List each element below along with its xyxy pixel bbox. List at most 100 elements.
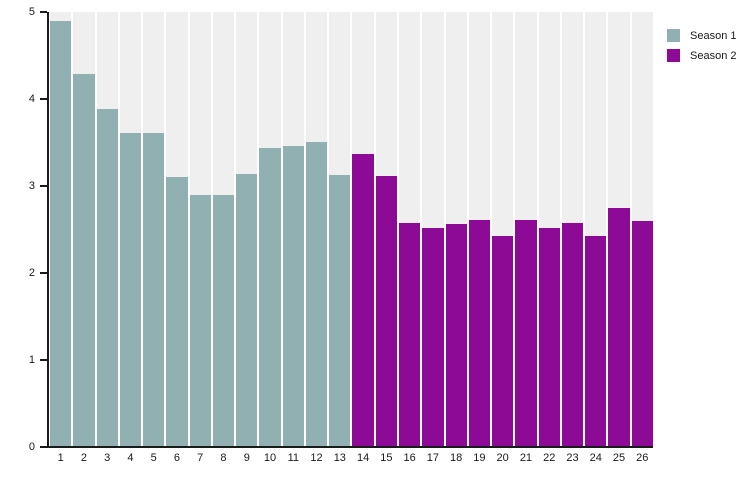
bar-25 (608, 207, 630, 447)
x-tick-label-18: 18 (450, 452, 463, 464)
x-tick-label-10: 10 (263, 452, 277, 464)
y-tick-label-5: 5 (28, 6, 35, 18)
plot-column-14 (352, 12, 374, 447)
plot-column-4 (119, 12, 142, 447)
x-tick-label-19: 19 (473, 452, 486, 464)
y-tick-mark-3 (40, 185, 47, 187)
x-tick-label-8: 8 (220, 452, 227, 464)
bar-23 (561, 223, 584, 447)
bar-6 (166, 177, 188, 447)
bar-21 (515, 219, 537, 447)
plot-column-7 (189, 12, 211, 447)
y-tick-mark-0 (40, 446, 47, 448)
bar-4 (119, 132, 142, 447)
plot-column-17 (422, 12, 444, 447)
plot-column-2 (73, 12, 95, 447)
x-tick-label-17: 17 (426, 452, 439, 464)
x-tick-label-14: 14 (356, 452, 370, 464)
legend-swatch-season-2-icon (667, 49, 680, 62)
bar-22 (538, 227, 560, 447)
plot-column-13 (329, 12, 351, 447)
bar-9 (236, 173, 258, 447)
y-axis-line (47, 12, 49, 448)
y-tick-mark-1 (40, 359, 47, 361)
plot-column-5 (143, 12, 165, 447)
bar-14 (352, 153, 374, 447)
legend-swatch-season-1-icon (667, 29, 680, 42)
plot-column-18 (445, 12, 467, 447)
plot-column-15 (375, 12, 397, 447)
plot-column-10 (259, 12, 281, 447)
x-tick-label-7: 7 (197, 452, 204, 464)
plot-column-23 (561, 12, 584, 447)
x-tick-label-20: 20 (496, 452, 509, 464)
x-tick-label-5: 5 (150, 452, 157, 464)
y-tick-label-4: 4 (28, 93, 35, 105)
plot-column-21 (515, 12, 537, 447)
bar-20 (492, 236, 514, 447)
bar-11 (282, 145, 304, 447)
bar-26 (631, 220, 653, 447)
bar-24 (585, 236, 607, 447)
bar-15 (375, 176, 397, 447)
bar-2 (73, 73, 95, 447)
y-tick-mark-2 (40, 272, 47, 274)
x-tick-label-23: 23 (566, 452, 579, 464)
plot-column-1 (50, 12, 72, 447)
x-tick-label-2: 2 (80, 452, 87, 464)
bar-16 (398, 223, 421, 447)
plot-column-11 (282, 12, 304, 447)
x-tick-label-24: 24 (589, 452, 602, 464)
x-tick-label-16: 16 (403, 452, 416, 464)
plot-column-24 (585, 12, 607, 447)
legend-label-season-1: Season 1 (690, 29, 737, 42)
x-tick-label-3: 3 (104, 452, 111, 464)
legend-item-season-1: Season 1 (667, 29, 736, 42)
legend-label-season-2: Season 2 (690, 49, 737, 62)
plot-column-26 (631, 12, 653, 447)
plot-column-20 (492, 12, 514, 447)
x-tick-label-15: 15 (380, 452, 393, 464)
x-tick-label-9: 9 (243, 452, 250, 464)
bar-19 (468, 219, 491, 447)
x-tick-label-25: 25 (612, 452, 626, 464)
plot-column-19 (468, 12, 491, 447)
x-tick-label-13: 13 (333, 452, 346, 464)
bar-3 (96, 109, 118, 447)
x-tick-label-4: 4 (127, 452, 134, 464)
y-axis: 0 1 2 3 4 5 (0, 6, 47, 453)
plot-column-16 (398, 12, 421, 447)
bar-10 (259, 147, 281, 447)
legend-item-season-2: Season 2 (667, 49, 736, 62)
x-tick-label-11: 11 (287, 452, 299, 464)
plot-area (50, 12, 653, 447)
plot-column-6 (166, 12, 188, 447)
x-tick-label-1: 1 (57, 452, 64, 464)
y-tick-label-0: 0 (28, 441, 35, 453)
bar-18 (445, 224, 467, 447)
x-axis-line (47, 446, 653, 448)
x-tick-label-12: 12 (310, 452, 323, 464)
bar-5 (143, 132, 165, 447)
x-axis: 1 2 3 4 5 6 7 8 9 10 11 12 13 14 15 16 17 18 19 20 21 22 23 24 2… (50, 452, 653, 464)
y-tick-label-2: 2 (28, 267, 35, 279)
y-tick-label-1: 1 (28, 354, 35, 366)
y-tick-mark-4 (40, 98, 47, 100)
plot-column-9 (236, 12, 258, 447)
plot-column-12 (305, 12, 328, 447)
x-tick-label-26: 26 (636, 452, 649, 464)
x-tick-label-21: 21 (519, 452, 533, 464)
y-tick-label-3: 3 (28, 180, 35, 192)
x-tick-label-22: 22 (543, 452, 556, 464)
bar-8 (212, 194, 235, 447)
bar-1 (50, 20, 72, 447)
x-tick-label-6: 6 (173, 452, 181, 464)
plot-column-8 (212, 12, 235, 447)
plot-column-25 (608, 12, 630, 447)
bar-12 (305, 141, 328, 447)
plot-column-22 (538, 12, 560, 447)
bar-13 (329, 174, 351, 447)
y-tick-mark-5 (40, 11, 47, 13)
bar-7 (189, 194, 211, 447)
